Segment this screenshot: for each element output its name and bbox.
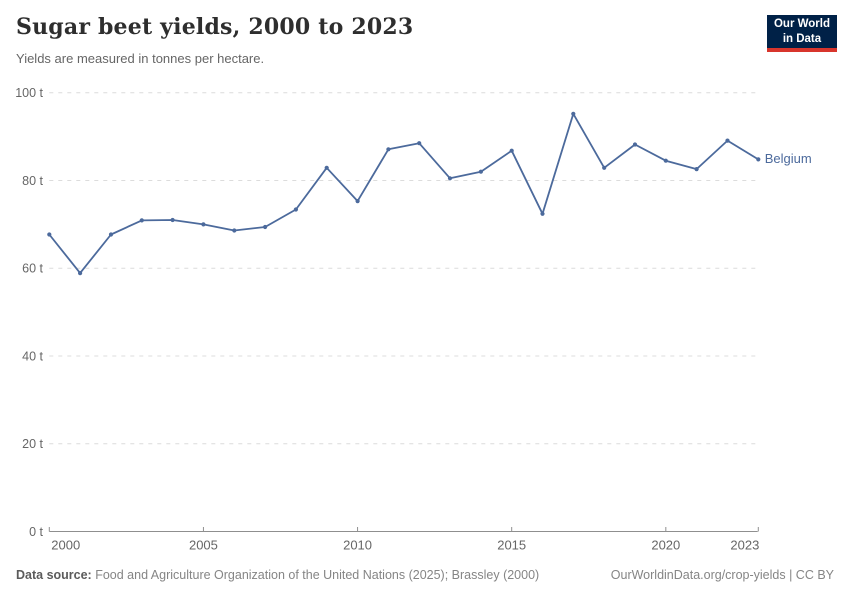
owid-logo-text: Our World in Data	[774, 17, 830, 46]
footer-credit-link[interactable]: OurWorldinData.org/crop-yields | CC BY	[610, 568, 834, 582]
x-tick-label: 2005	[189, 538, 218, 553]
page-title: Sugar beet yields, 2000 to 2023	[16, 14, 414, 40]
x-tick-label: 2023	[730, 538, 759, 553]
owid-logo[interactable]: Our World in Data	[767, 15, 837, 52]
data-point[interactable]	[386, 147, 391, 152]
data-point[interactable]	[232, 228, 237, 233]
data-point[interactable]	[694, 167, 699, 172]
data-point[interactable]	[417, 141, 422, 146]
data-point[interactable]	[756, 157, 761, 162]
data-source-label: Data source:	[16, 568, 92, 582]
data-point[interactable]	[293, 207, 298, 212]
y-tick-label: 100 t	[15, 86, 43, 100]
data-point[interactable]	[478, 169, 483, 174]
data-point[interactable]	[509, 148, 514, 153]
chart-footer: Data source: Food and Agriculture Organi…	[16, 568, 834, 582]
data-point[interactable]	[355, 199, 360, 204]
data-point[interactable]	[139, 218, 144, 223]
data-point[interactable]	[78, 271, 83, 276]
data-point[interactable]	[201, 222, 206, 227]
x-tick-label: 2000	[51, 538, 80, 553]
data-point[interactable]	[263, 224, 268, 230]
data-source: Data source: Food and Agriculture Organi…	[16, 568, 539, 582]
y-tick-label: 60 t	[22, 262, 43, 276]
data-point[interactable]	[447, 176, 453, 181]
y-tick-label: 40 t	[22, 349, 43, 363]
data-point[interactable]	[602, 165, 607, 170]
series-label-belgium[interactable]: Belgium	[764, 151, 812, 167]
data-point[interactable]	[324, 165, 329, 170]
x-tick-label: 2020	[651, 538, 680, 553]
y-tick-label: 20 t	[22, 437, 43, 451]
data-point[interactable]	[108, 232, 114, 237]
data-point[interactable]	[725, 138, 730, 143]
data-point[interactable]	[170, 217, 175, 223]
x-tick-label: 2010	[343, 538, 372, 553]
chart-subtitle: Yields are measured in tonnes per hectar…	[16, 51, 265, 66]
data-line[interactable]	[48, 112, 760, 275]
data-source-text: Food and Agriculture Organization of the…	[91, 568, 540, 582]
x-tick-label: 2015	[497, 538, 526, 553]
y-tick-label: 80 t	[22, 174, 43, 188]
data-point[interactable]	[540, 211, 545, 216]
data-point[interactable]	[632, 142, 638, 147]
owid-logo-line1: Our World	[773, 18, 830, 31]
y-tick-label: 0 t	[29, 525, 43, 539]
data-point[interactable]	[47, 232, 52, 237]
data-point[interactable]	[663, 158, 668, 163]
owid-logo-line2: in Data	[782, 32, 822, 45]
data-point[interactable]	[571, 111, 576, 116]
